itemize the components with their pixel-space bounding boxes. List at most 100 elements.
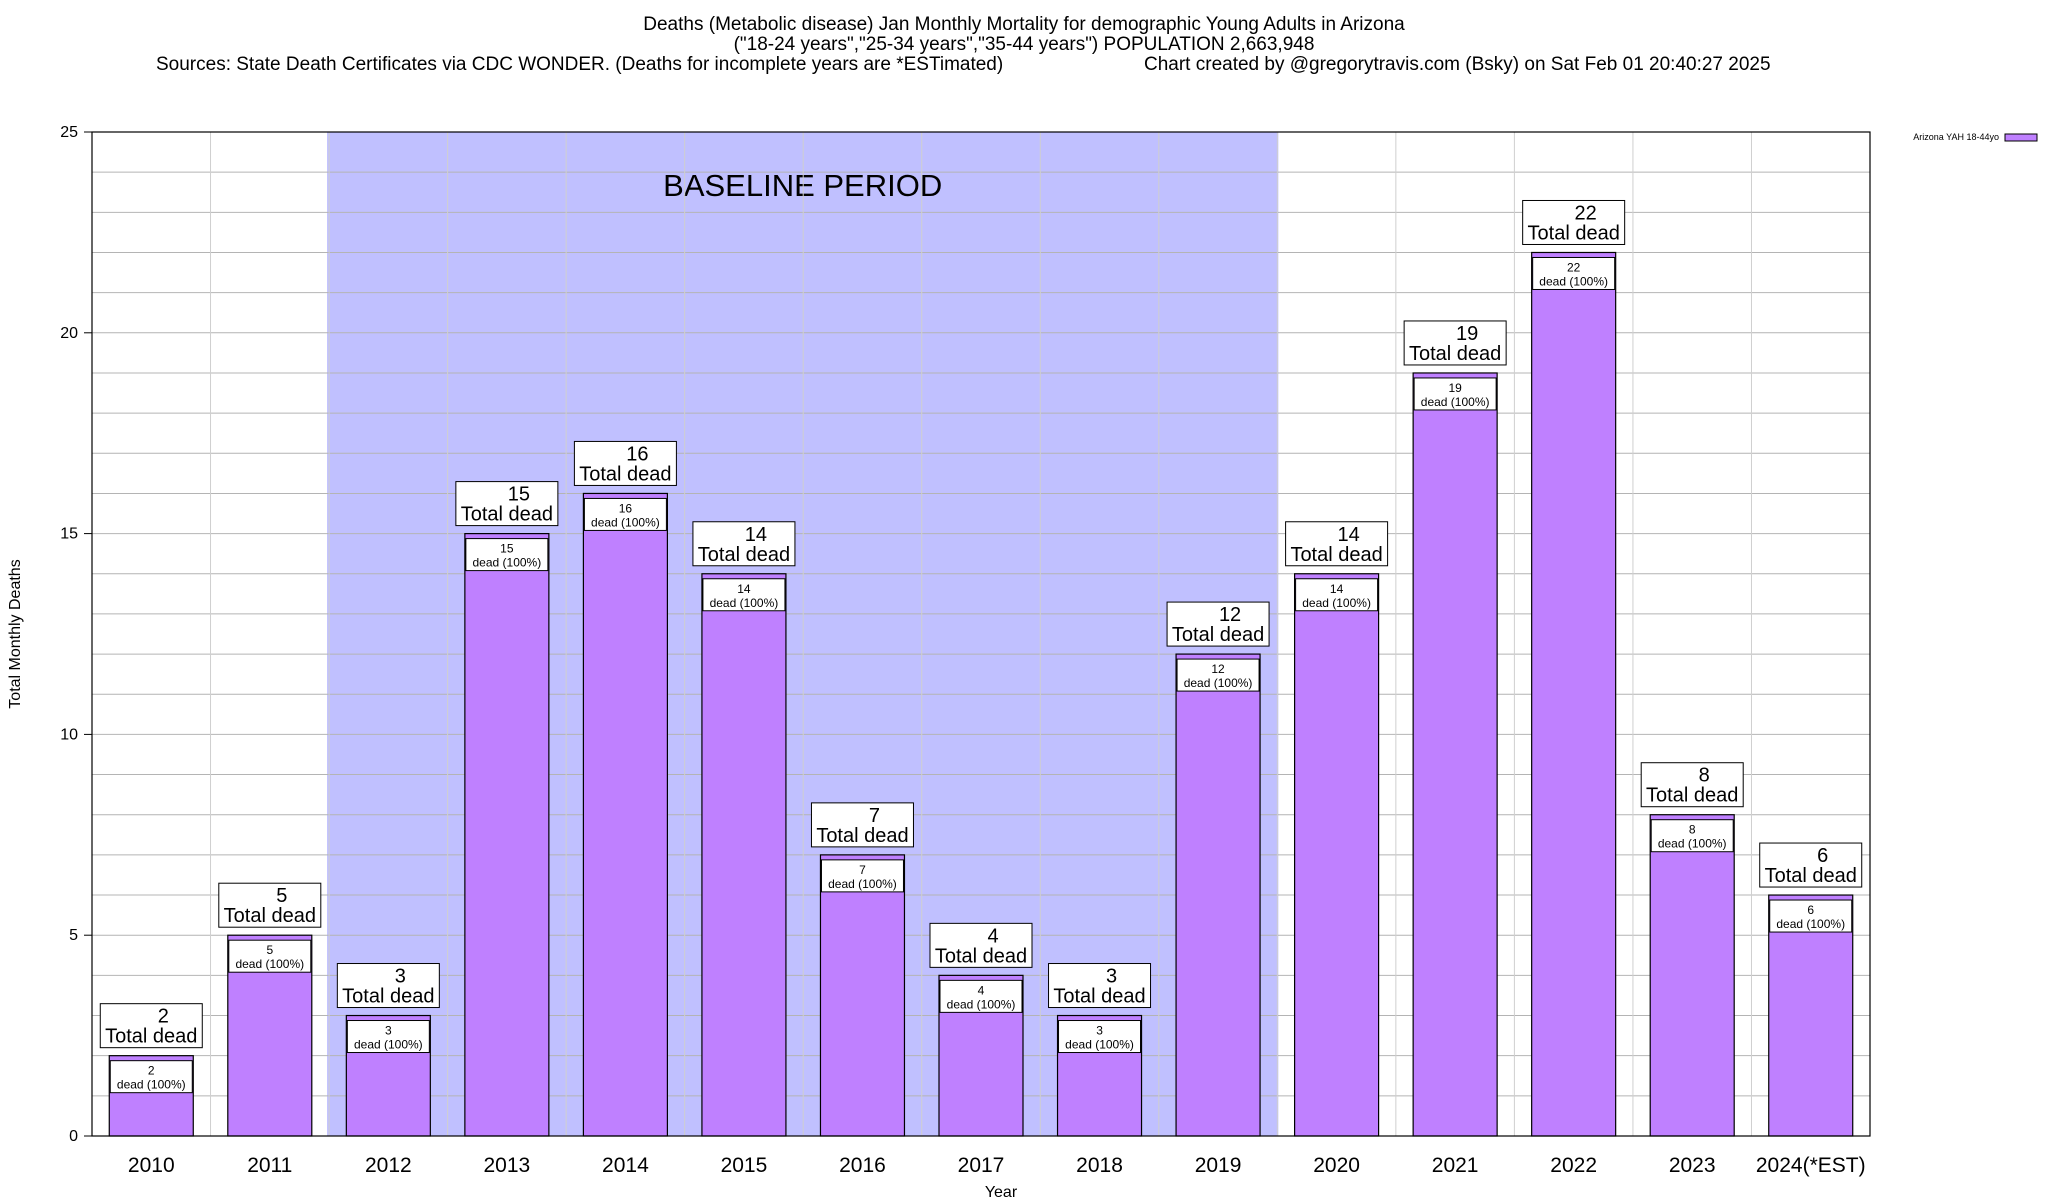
total-label-value: 3 [395, 966, 406, 988]
chart-subtitle: ("18-24 years","25-34 years","35-44 year… [733, 34, 1315, 55]
inner-label-text: dead (100%) [1658, 837, 1727, 851]
inner-label-box [1058, 1020, 1142, 1054]
inner-label-value: 14 [737, 582, 751, 596]
inner-label-value: 3 [1096, 1024, 1103, 1038]
inner-label-value: 15 [500, 542, 514, 556]
inner-label-value: 4 [978, 983, 985, 997]
legend-swatch [2004, 133, 2038, 142]
total-label-text: Total dead [698, 544, 790, 566]
inner-label-text: dead (100%) [473, 556, 542, 570]
total-label-value: 12 [1219, 604, 1241, 626]
total-label-text: Total dead [1409, 343, 1501, 365]
inner-label-text: dead (100%) [235, 957, 304, 971]
total-label-text: Total dead [1646, 785, 1738, 807]
inner-label-box [1532, 256, 1616, 290]
total-label-box [1166, 601, 1270, 647]
bar [1531, 251, 1617, 1137]
total-label-text: Total dead [1172, 624, 1264, 646]
inner-label-box [1295, 578, 1379, 612]
total-label-text: Total dead [461, 504, 553, 526]
total-label-value: 5 [276, 885, 287, 907]
total-label-text: Total dead [1528, 222, 1620, 244]
y-tick-label: 10 [60, 726, 78, 743]
total-label-box [1285, 521, 1389, 567]
total-label-box [218, 882, 322, 928]
bar [1649, 814, 1735, 1137]
y-axis-label: Total Monthly Deaths [7, 559, 24, 708]
chart-title: Deaths (Metabolic disease) Jan Monthly M… [643, 14, 1405, 35]
bar [1293, 573, 1380, 1137]
inner-label-box [820, 859, 904, 893]
inner-label-value: 5 [266, 943, 273, 957]
total-label-box [336, 963, 440, 1009]
plot-frame [91, 131, 1871, 1137]
total-label-value: 3 [1106, 966, 1117, 988]
inner-label-box [346, 1020, 430, 1054]
total-label-text: Total dead [342, 986, 434, 1008]
inner-label-text: dead (100%) [947, 997, 1016, 1011]
inner-label-box [1650, 819, 1734, 853]
x-tick-label: 2013 [484, 1154, 531, 1177]
total-label-text: Total dead [105, 1026, 197, 1048]
total-label-box [1522, 199, 1626, 245]
x-tick-label: 2014 [602, 1154, 649, 1177]
inner-label-value: 3 [385, 1024, 392, 1038]
bar [701, 573, 787, 1137]
inner-label-text: dead (100%) [1421, 395, 1490, 409]
bar [1768, 894, 1854, 1137]
inner-label-value: 14 [1330, 582, 1344, 596]
total-label-text: Total dead [1765, 865, 1857, 887]
total-label-box [929, 922, 1033, 968]
x-axis-label: Year [985, 1184, 1018, 1200]
inner-label-text: dead (100%) [1776, 917, 1845, 931]
inner-label-box [583, 497, 667, 531]
inner-label-value: 2 [148, 1064, 155, 1078]
total-label-box [1048, 963, 1152, 1009]
total-label-value: 4 [987, 925, 998, 947]
inner-label-box [1176, 658, 1260, 692]
bar [819, 854, 906, 1137]
inner-label-text: dead (100%) [591, 515, 660, 529]
inner-label-text: dead (100%) [1065, 1038, 1134, 1052]
x-tick-label: 2011 [247, 1154, 292, 1177]
total-label-value: 2 [158, 1006, 169, 1028]
bar [1175, 653, 1261, 1137]
total-label-box [692, 521, 796, 567]
x-tick-label: 2017 [958, 1154, 1005, 1177]
inner-label-box [939, 979, 1023, 1013]
total-label-value: 8 [1699, 765, 1710, 787]
inner-label-value: 6 [1807, 903, 1814, 917]
total-label-box [1640, 762, 1744, 808]
plot-border [91, 131, 1871, 1137]
inner-label-box [109, 1060, 193, 1094]
y-tick-label: 15 [60, 526, 78, 543]
inner-label-text: dead (100%) [828, 877, 897, 891]
total-label-box [810, 802, 914, 848]
total-label-text: Total dead [1053, 986, 1145, 1008]
total-label-text: Total dead [579, 463, 671, 485]
x-tick-label: 2024(*EST) [1756, 1154, 1866, 1177]
inner-label-value: 16 [619, 501, 633, 515]
bar [582, 492, 669, 1137]
total-label-value: 14 [1337, 524, 1359, 546]
inner-label-value: 22 [1567, 260, 1581, 274]
bar [1412, 372, 1498, 1137]
total-label-value: 16 [626, 443, 648, 465]
total-label-text: Total dead [935, 945, 1027, 967]
inner-label-text: dead (100%) [354, 1038, 423, 1052]
inner-label-text: dead (100%) [1539, 274, 1608, 288]
total-label-text: Total dead [1290, 544, 1382, 566]
total-label-value: 14 [745, 524, 767, 546]
inner-label-text: dead (100%) [117, 1078, 186, 1092]
inner-label-text: dead (100%) [1302, 596, 1371, 610]
